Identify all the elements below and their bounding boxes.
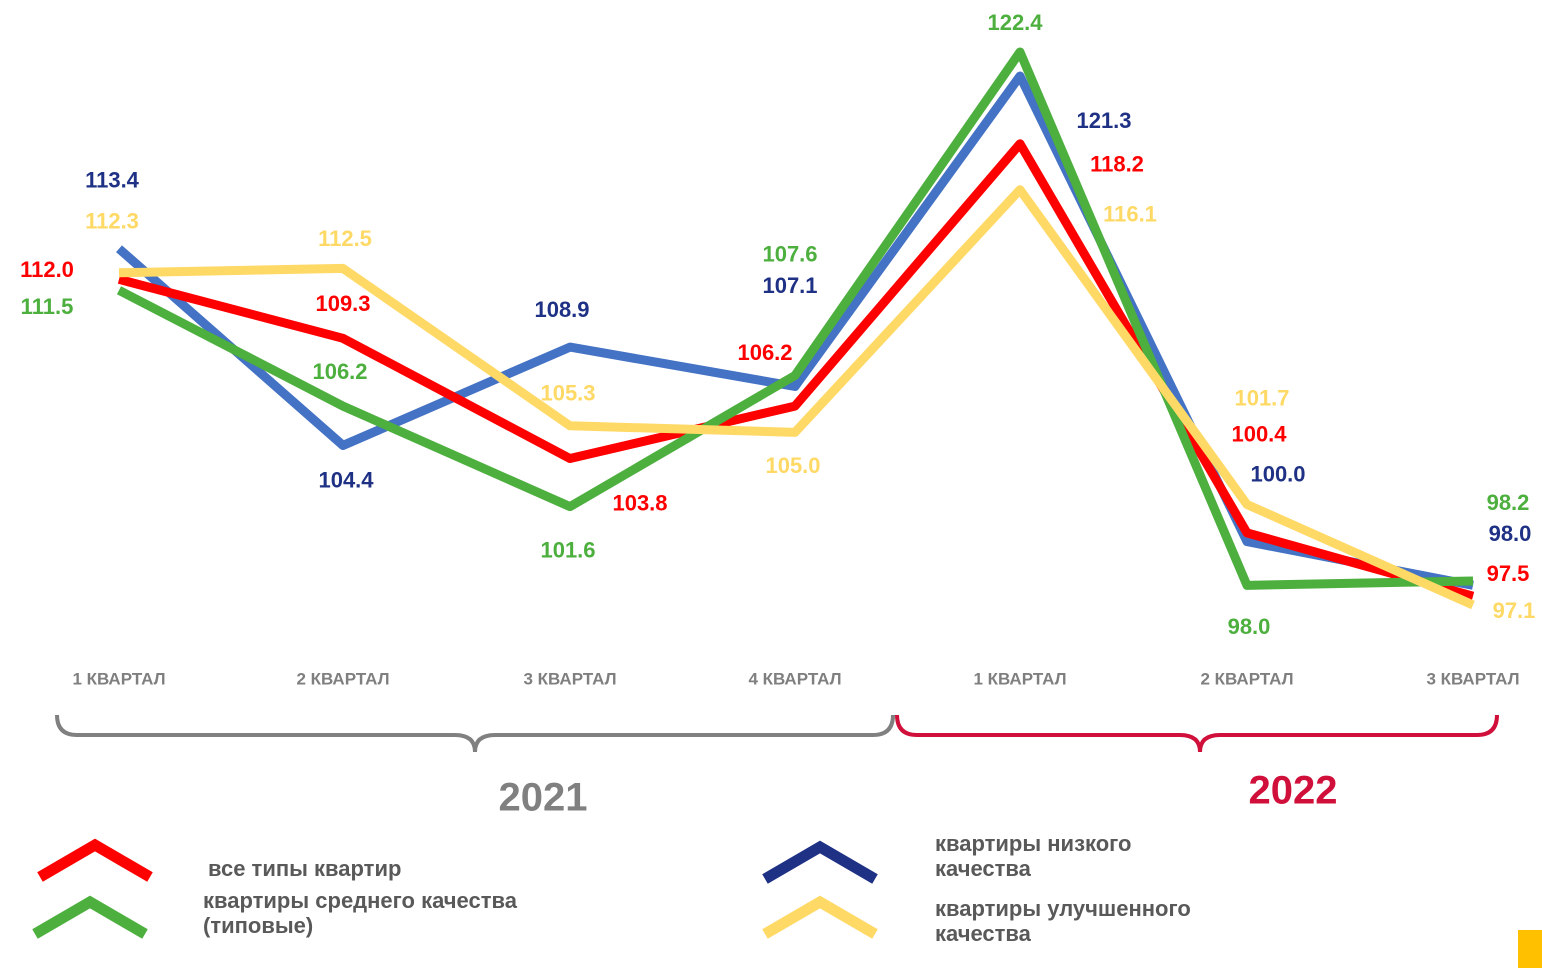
data-label: 106.2: [312, 359, 367, 384]
data-label: 107.6: [762, 241, 817, 266]
data-label: 104.4: [318, 467, 374, 492]
data-label: 116.1: [1103, 202, 1157, 227]
x-tick-label: 1 КВАРТАЛ: [973, 669, 1066, 688]
data-label: 118.2: [1090, 152, 1144, 177]
group-label: 2022: [1249, 769, 1338, 813]
data-label: 98.2: [1487, 490, 1530, 515]
brace: [55, 714, 895, 753]
legend-icon: [762, 895, 878, 939]
x-tick-label: 3 КВАРТАЛ: [1426, 669, 1519, 688]
data-label: 121.3: [1076, 108, 1131, 133]
data-label: 98.0: [1228, 614, 1271, 639]
data-label: 112.5: [318, 226, 372, 251]
data-label: 113.4: [85, 168, 140, 193]
x-tick-label: 3 КВАРТАЛ: [523, 669, 616, 688]
data-label: 122.4: [987, 10, 1043, 35]
data-label: 97.5: [1487, 561, 1530, 586]
series-line: [116, 47, 1474, 590]
data-label: 100.0: [1250, 461, 1305, 486]
legend-label: все типы квартир: [208, 856, 402, 881]
data-label: 106.2: [737, 340, 792, 365]
data-label: 112.0: [20, 257, 74, 282]
data-label: 111.5: [21, 294, 74, 319]
data-label: 112.3: [85, 209, 139, 234]
data-label: 105.0: [765, 453, 820, 478]
data-label: 100.4: [1231, 422, 1287, 447]
x-tick-label: 1 КВАРТАЛ: [72, 669, 165, 688]
legend-label: квартиры среднего качества (типовые): [203, 888, 517, 938]
decor: [1518, 930, 1542, 968]
data-label: 108.9: [534, 297, 589, 322]
series-line: [116, 71, 1474, 590]
group-label: 2021: [499, 776, 588, 820]
data-label: 101.7: [1234, 385, 1289, 410]
x-tick-label: 4 КВАРТАЛ: [748, 669, 841, 688]
x-tick-label: 2 КВАРТАЛ: [1200, 669, 1293, 688]
data-label: 97.1: [1493, 598, 1536, 623]
legend-icon: [762, 840, 878, 884]
data-label: 105.3: [540, 381, 595, 406]
data-label: 107.1: [762, 273, 817, 298]
legend-icon: [37, 838, 153, 882]
data-label: 98.0: [1489, 521, 1532, 546]
legend-label: квартиры улучшенного качества: [935, 896, 1191, 946]
brace: [895, 714, 1499, 753]
legend-label: квартиры низкого качества: [935, 831, 1132, 881]
series-line: [118, 185, 1475, 610]
data-label: 103.8: [612, 490, 667, 515]
series-line: [117, 139, 1475, 601]
x-tick-label: 2 КВАРТАЛ: [296, 669, 389, 688]
legend-icon: [32, 895, 148, 939]
data-label: 109.3: [315, 291, 370, 316]
data-label: 101.6: [540, 537, 595, 562]
